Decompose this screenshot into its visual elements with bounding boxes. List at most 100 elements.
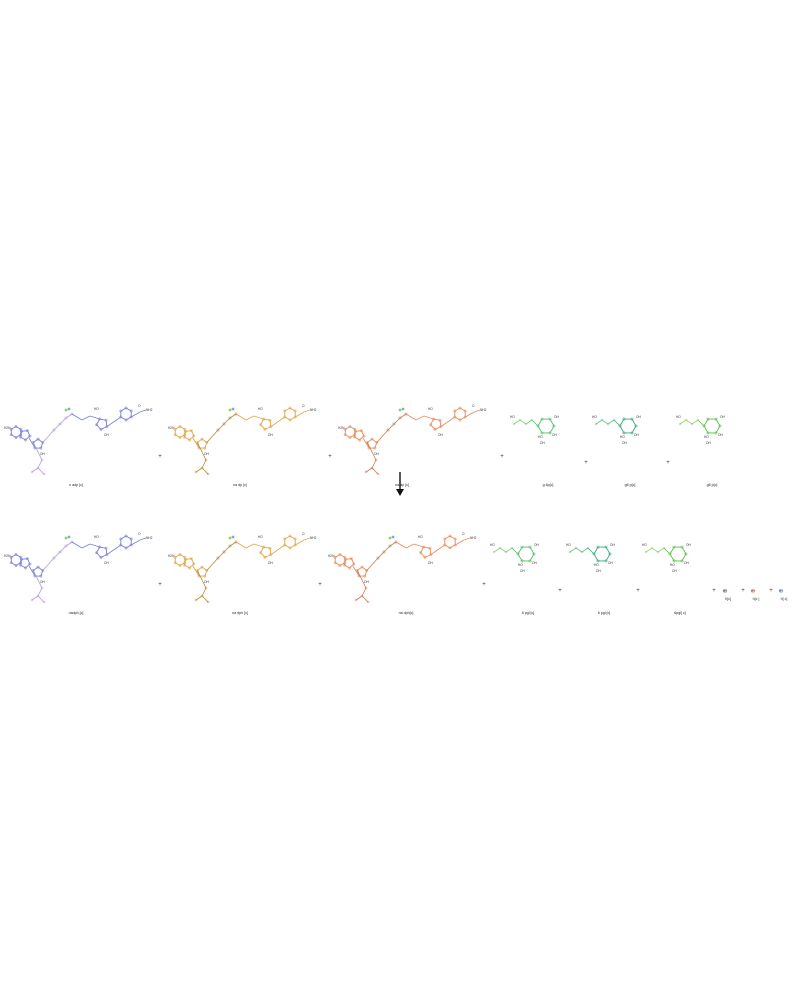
svg-text:OH: OH — [596, 569, 601, 573]
svg-text:HO: HO — [704, 435, 709, 439]
product-7: H+ h[c] — [722, 588, 731, 601]
svg-text:HO: HO — [418, 535, 423, 539]
plus-sign: + — [158, 454, 162, 460]
svg-text:HO: HO — [518, 563, 523, 567]
plus-sign: + — [712, 588, 716, 594]
plus-sign: + — [158, 582, 162, 588]
compound-label: na dp [c] — [395, 483, 409, 487]
svg-text:OH: OH — [622, 441, 627, 445]
svg-text:OH: OH — [636, 415, 641, 419]
plus-sign: + — [741, 588, 745, 594]
svg-text:NH2: NH2 — [146, 408, 153, 412]
svg-text:OH: OH — [438, 433, 443, 437]
reactant-2: H2N OH HO OH NH2 Ona dp [c] — [168, 404, 317, 487]
svg-text:OH: OH — [534, 543, 539, 547]
plus-sign: + — [584, 460, 588, 466]
svg-text:OH: OH — [540, 441, 545, 445]
svg-text:OH: OH — [204, 452, 209, 456]
svg-text:OH: OH — [608, 561, 613, 565]
svg-text:HO: HO — [428, 407, 433, 411]
svg-text:HO: HO — [538, 435, 543, 439]
product-6: HO OH OH HO OH 6pgl[ c] — [642, 543, 691, 615]
svg-text:NH2: NH2 — [470, 536, 477, 540]
svg-text:HO: HO — [676, 415, 681, 419]
plus-sign: + — [769, 588, 773, 594]
reaction-arrow — [396, 472, 404, 496]
compound-label: nadph [c] — [69, 611, 84, 615]
compound-label: na dp [c] — [233, 483, 247, 487]
svg-text:H2N: H2N — [168, 554, 175, 558]
svg-text:O: O — [138, 532, 141, 536]
svg-text:H+: H+ — [723, 589, 727, 593]
svg-text:OH: OH — [104, 433, 109, 437]
product-2: H2N OH HO OH NH2 Ona dph [c] — [168, 532, 317, 615]
svg-text:OH: OH — [40, 580, 45, 584]
svg-text:OH: OH — [374, 452, 379, 456]
svg-text:HO: HO — [594, 563, 599, 567]
product-3: H2N OH HO OH NH2 Ona dph[c] — [328, 532, 477, 615]
plus-sign: + — [500, 454, 504, 460]
svg-text:HO: HO — [490, 543, 495, 547]
svg-text:NH2: NH2 — [310, 408, 317, 412]
svg-text:OH: OH — [104, 561, 109, 565]
svg-text:NH2: NH2 — [146, 536, 153, 540]
svg-text:OH: OH — [204, 580, 209, 584]
svg-text:HO: HO — [670, 563, 675, 567]
svg-text:OH: OH — [364, 580, 369, 584]
svg-text:OH: OH — [720, 415, 725, 419]
svg-text:OH: OH — [40, 452, 45, 456]
svg-text:O: O — [472, 404, 475, 408]
svg-text:O: O — [302, 532, 305, 536]
svg-text:O: O — [462, 532, 465, 536]
svg-text:H2N: H2N — [4, 554, 11, 558]
svg-text:H2N: H2N — [328, 554, 335, 558]
svg-text:OH: OH — [552, 433, 557, 437]
svg-text:NH2: NH2 — [480, 408, 487, 412]
compound-label: na dph [c] — [232, 611, 248, 615]
product-9: H+ h[ c] — [778, 588, 788, 601]
svg-text:OH: OH — [532, 561, 537, 565]
plus-sign: + — [318, 582, 322, 588]
svg-text:O: O — [302, 404, 305, 408]
svg-text:NH2: NH2 — [310, 536, 317, 540]
svg-text:OH: OH — [268, 561, 273, 565]
compound-label: h[c] — [725, 597, 731, 601]
compound-label: h[c ] — [753, 597, 760, 601]
svg-text:H2N: H2N — [4, 426, 11, 430]
svg-text:OH: OH — [706, 441, 711, 445]
compound-label: h[ c] — [781, 597, 788, 601]
svg-text:HO: HO — [94, 535, 99, 539]
svg-text:H2N: H2N — [168, 426, 175, 430]
compound-label: 6 pgl [c] — [598, 611, 611, 615]
plus-sign: + — [636, 588, 640, 594]
svg-text:OH: OH — [610, 543, 615, 547]
product-4: HO OH OH HO OH 6 pgl [c] — [490, 543, 539, 615]
plus-sign: + — [328, 454, 332, 460]
product-5: HO OH OH HO OH 6 pgl [c] — [566, 543, 615, 615]
reactant-5: HO OH OH HO OH g6 p[c] — [592, 415, 641, 487]
svg-text:H2N: H2N — [338, 426, 345, 430]
svg-text:O: O — [138, 404, 141, 408]
svg-text:HO: HO — [592, 415, 597, 419]
plus-sign: + — [558, 588, 562, 594]
svg-text:OH: OH — [268, 433, 273, 437]
reactant-1: H2N OH HO OH NH2 On adp [c] — [4, 404, 153, 487]
svg-text:OH: OH — [634, 433, 639, 437]
plus-sign: + — [666, 460, 670, 466]
svg-text:OH: OH — [428, 561, 433, 565]
svg-text:HO: HO — [94, 407, 99, 411]
svg-text:HO: HO — [258, 407, 263, 411]
svg-text:HO: HO — [566, 543, 571, 547]
compound-label: g6 p[c] — [625, 483, 636, 487]
svg-text:OH: OH — [718, 433, 723, 437]
svg-text:OH: OH — [672, 569, 677, 573]
reactant-6: HO OH OH HO OH g6 p[c] — [676, 415, 725, 487]
reactant-row: H2N OH HO OH NH2 On adp [c] + H2N OH HO OH NH2 Ona d… — [4, 404, 725, 487]
svg-text:OH: OH — [520, 569, 525, 573]
compound-label: 6 pgl [c] — [522, 611, 535, 615]
reactant-4: HO OH OH HO OH g 6p[c] — [510, 415, 559, 487]
svg-text:H+: H+ — [779, 589, 783, 593]
